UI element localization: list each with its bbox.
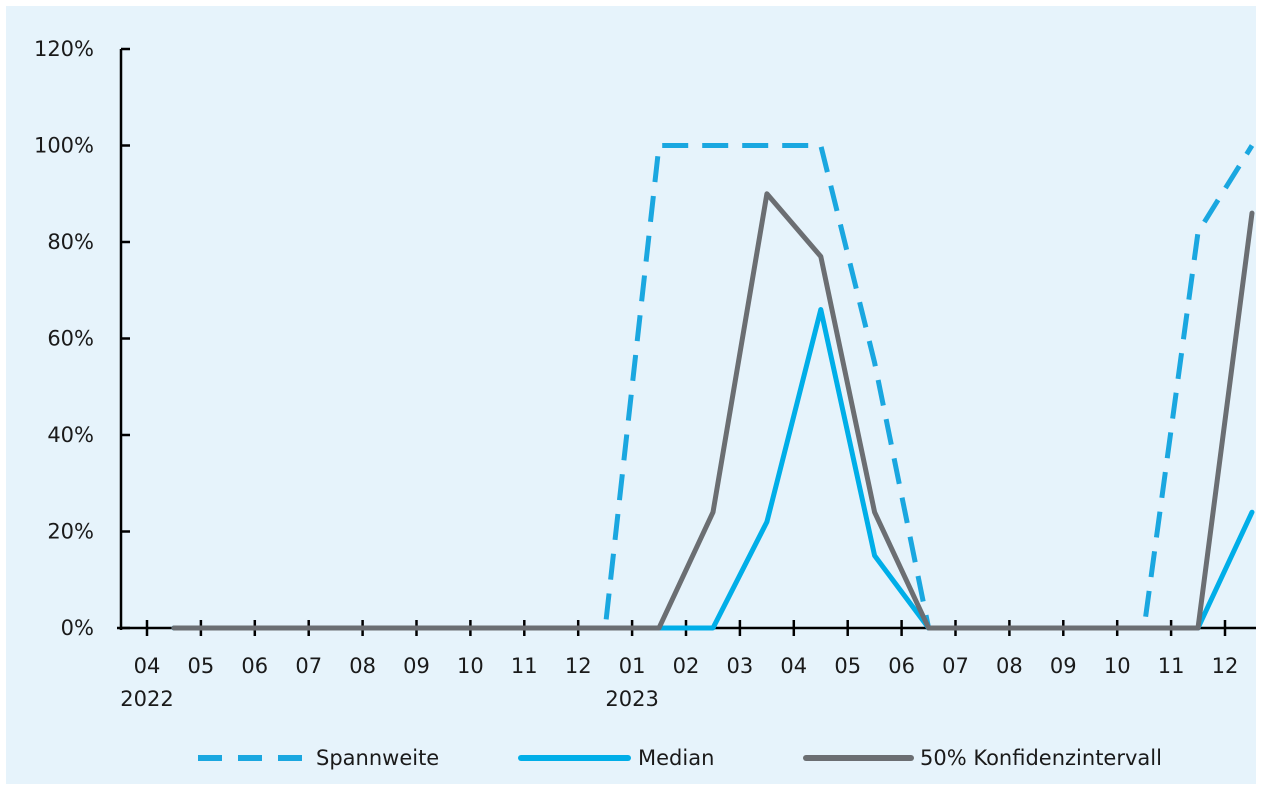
- legend: Spannweite Median 50% Konfidenzintervall: [198, 746, 1162, 770]
- x-tick-label: 05: [834, 654, 861, 678]
- y-tick-label: 20%: [47, 520, 94, 544]
- x-tick-label: 11: [511, 654, 538, 678]
- y-tick-label: 100%: [34, 134, 94, 158]
- x-tick-label: 12: [565, 654, 592, 678]
- y-tick-label: 40%: [47, 423, 94, 447]
- legend-item-konfidenzintervall: 50% Konfidenzintervall: [803, 746, 1162, 770]
- x-tick-label: 08: [996, 654, 1023, 678]
- x-tick-label: 04: [134, 654, 161, 678]
- y-tick-label: 80%: [47, 230, 94, 254]
- y-tick-label: 60%: [47, 327, 94, 351]
- chart-panel: 0% 20% 40% 60% 80% 100% 120% 04 05 06 07 08 09 10 11 12…: [6, 6, 1256, 784]
- x-year-label: 2023: [605, 687, 658, 711]
- y-tick-label: 0%: [61, 616, 94, 640]
- line-chart: 0% 20% 40% 60% 80% 100% 120% 04 05 06 07 08 09 10 11 12…: [34, 37, 1256, 770]
- x-tick-label: 06: [888, 654, 915, 678]
- x-tick-label: 01: [619, 654, 646, 678]
- x-tick-label: 11: [1158, 654, 1185, 678]
- x-tick-label: 09: [403, 654, 430, 678]
- x-tick-label: 07: [942, 654, 969, 678]
- axes: 0% 20% 40% 60% 80% 100% 120% 04 05 06 07 08 09 10 11 12…: [34, 37, 1256, 711]
- legend-label: Median: [638, 746, 714, 770]
- legend-item-median: Median: [518, 746, 714, 770]
- x-tick-label: 06: [241, 654, 268, 678]
- y-tick-label: 120%: [34, 37, 94, 61]
- series-layer: [171, 143, 1255, 631]
- series-line-spannweite: [173, 143, 1255, 631]
- x-tick-label: 02: [673, 654, 700, 678]
- x-tick-label: 07: [295, 654, 322, 678]
- x-tick-label: 05: [188, 654, 215, 678]
- x-tick-label: 10: [1104, 654, 1131, 678]
- series-line-median: [171, 307, 1255, 631]
- x-tick-label: 03: [727, 654, 754, 678]
- legend-label: Spannweite: [316, 746, 439, 770]
- legend-label: 50% Konfidenzintervall: [920, 746, 1162, 770]
- x-tick-label: 10: [457, 654, 484, 678]
- legend-item-spannweite: Spannweite: [198, 746, 439, 770]
- x-tick-label: 08: [349, 654, 376, 678]
- x-tick-label: 12: [1212, 654, 1239, 678]
- x-tick-label: 04: [780, 654, 807, 678]
- x-tick-label: 09: [1050, 654, 1077, 678]
- x-year-label: 2022: [120, 687, 173, 711]
- series-line-konfidenzintervall: [171, 191, 1255, 631]
